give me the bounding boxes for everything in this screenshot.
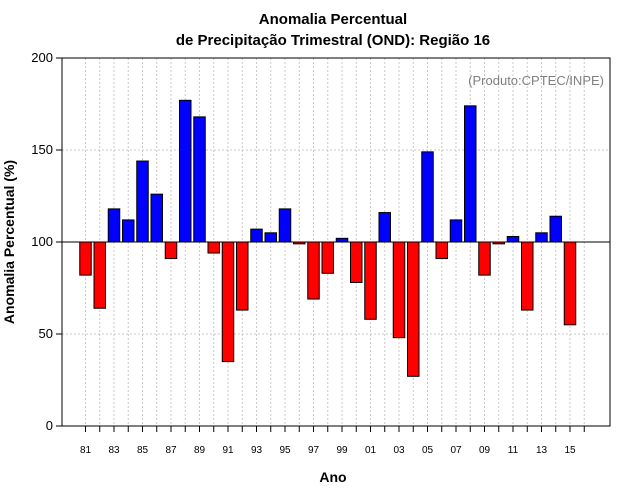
x-tick-label: 89 (194, 445, 206, 456)
bar-09 (478, 241, 491, 276)
bar-02 (378, 212, 391, 243)
bar-15 (563, 241, 577, 326)
y-tick-label: 100 (31, 234, 53, 249)
bar-00 (350, 241, 363, 283)
chart-title: Anomalia Percentual (259, 11, 407, 28)
x-tick-label: 91 (222, 445, 234, 456)
bar-87 (164, 241, 178, 260)
x-tick-label: 03 (393, 445, 405, 456)
y-tick-label: 200 (31, 50, 53, 65)
x-axis-label: Ano (319, 469, 346, 485)
x-tick-label: 83 (108, 445, 120, 456)
bar-93 (250, 228, 263, 243)
bar-83 (107, 208, 121, 243)
bar-08 (464, 105, 477, 243)
source-annotation: (Produto:CPTEC/INPE) (468, 73, 604, 88)
bar-14 (549, 215, 562, 243)
bar-07 (449, 219, 463, 243)
y-axis-label: Anomalia Percentual (%) (1, 160, 17, 324)
bar-95 (278, 208, 292, 243)
bar-97 (307, 241, 320, 300)
bar-13 (535, 232, 548, 243)
bar-03 (392, 241, 406, 339)
bars (79, 99, 577, 377)
x-tick-label: 97 (308, 445, 320, 456)
x-tick-label: 93 (251, 445, 263, 456)
x-axis: 81 83 85 87 89 91 93 95 97 99 01 03 05 07 09 11 13 15 (80, 426, 585, 456)
bar-94 (264, 232, 277, 243)
y-tick-label: 150 (31, 142, 53, 157)
bar-01 (364, 241, 377, 320)
x-tick-label: 01 (365, 445, 377, 456)
x-tick-label: 15 (564, 445, 576, 456)
bar-98 (321, 241, 334, 274)
bar-99 (335, 237, 349, 243)
x-tick-label: 87 (165, 445, 177, 456)
x-tick-label: 11 (508, 445, 519, 456)
bar-11 (506, 235, 520, 243)
bar-91 (221, 241, 235, 363)
bar-84 (122, 219, 135, 243)
bar-12 (521, 241, 534, 311)
y-tick-label: 0 (46, 418, 53, 433)
x-tick-label: 95 (279, 445, 291, 456)
x-tick-label: 07 (450, 445, 462, 456)
x-tick-label: 05 (422, 445, 434, 456)
bar-89 (193, 116, 206, 243)
y-axis: 0 50 100 150 200 (31, 50, 62, 433)
bar-92 (236, 241, 249, 311)
bar-05 (421, 151, 434, 243)
bar-86 (150, 193, 163, 243)
bar-90 (207, 241, 220, 254)
chart-subtitle: de Precipitação Trimestral (OND): Região… (176, 32, 490, 49)
x-tick-label: 85 (137, 445, 149, 456)
x-tick-label: 13 (536, 445, 548, 456)
bar-04 (407, 241, 420, 377)
bar-06 (435, 241, 448, 260)
bar-81 (79, 241, 92, 276)
y-tick-label: 50 (39, 326, 53, 341)
x-tick-label: 09 (479, 445, 491, 456)
bar-85 (136, 160, 149, 243)
x-tick-label: 81 (80, 445, 92, 456)
x-tick-label: 99 (336, 445, 348, 456)
bar-88 (179, 99, 192, 243)
bar-82 (93, 241, 106, 309)
